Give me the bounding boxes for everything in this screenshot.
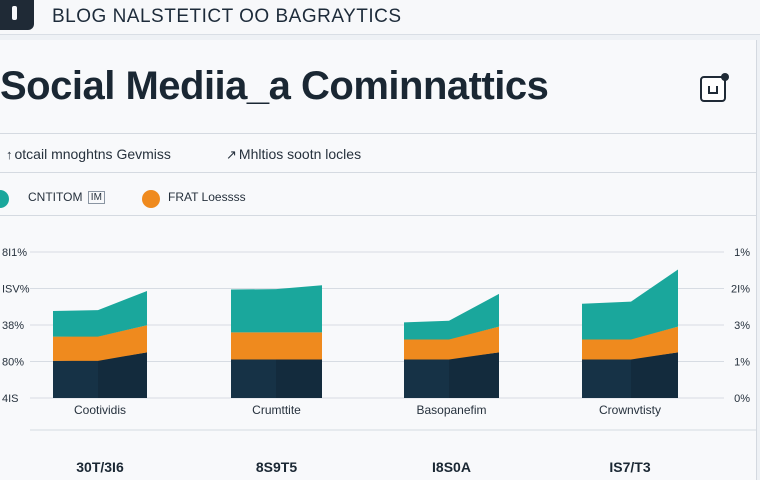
divider (0, 133, 756, 134)
bar-segment-teal (582, 269, 678, 340)
legend-swatch-orange (142, 190, 160, 208)
divider (0, 215, 756, 216)
legend-item-series-1[interactable]: CNTITOM IM (28, 190, 105, 204)
y-tick-label: 4IS (2, 393, 19, 405)
bar-segment-navy (404, 352, 499, 398)
total-label: I8S0A (432, 459, 471, 475)
bar-segment-navy (53, 352, 147, 398)
total-label: 8S9T5 (256, 459, 297, 475)
bar-shade (449, 352, 499, 398)
y-tick-label-right: 1% (734, 247, 750, 259)
divider (0, 172, 756, 173)
arrow-up-icon: ↑ (6, 147, 13, 162)
legend-label: CNTITOM (28, 190, 83, 204)
bar-segment-orange (582, 326, 678, 360)
legend-tag: IM (87, 191, 105, 204)
bar-shade (276, 359, 322, 398)
y-tick-label: ISV% (2, 284, 30, 296)
y-tick-label-right: 1% (734, 357, 750, 369)
window-title: BLOG NALSTETICT OO BAGRAYTICS (52, 6, 402, 27)
title-bar: BLOG NALSTETICT OO BAGRAYTICS (0, 0, 760, 35)
subnav-label: Mhltios sootn locles (238, 146, 362, 162)
app-logo-icon[interactable] (0, 0, 34, 30)
bar-shade (98, 352, 147, 398)
bar-segment-navy (582, 352, 678, 398)
dashboard-panel (0, 40, 757, 480)
legend-swatch-teal (0, 190, 9, 208)
bar-segment-orange (53, 325, 147, 361)
bar-segment-orange (231, 332, 322, 360)
subnav-label: otcail mnoghtns Gevmiss (14, 146, 171, 162)
y-tick-label-right: 2I% (731, 284, 750, 296)
chart-icon: ↗ (226, 147, 237, 162)
subnav-item-reach[interactable]: ↗ Mhltios sootn locles (226, 146, 361, 163)
y-tick-label: 8I1% (2, 247, 27, 259)
bar-segment-orange (404, 326, 499, 360)
bar-segment-teal (231, 285, 322, 333)
y-tick-label: 38% (2, 320, 24, 332)
bar-segment-teal (53, 290, 147, 337)
share-icon[interactable] (700, 73, 729, 102)
total-label: IS7/T3 (609, 459, 650, 475)
y-tick-label: 80% (2, 357, 24, 369)
total-label: 30T/3I6 (76, 459, 124, 475)
category-label: Cootividis (74, 403, 126, 417)
category-label: Crumttite (252, 403, 301, 417)
y-tick-label-right: 3% (734, 320, 750, 332)
category-label: Basopanefim (416, 403, 486, 417)
bar-segment-navy (231, 359, 322, 398)
category-label: Crownvtisty (599, 403, 661, 417)
bar-segment-teal (404, 293, 499, 340)
page-title: Social Mediia_a Cominnattics (0, 64, 549, 108)
bar-shade (631, 352, 678, 398)
y-tick-label-right: 0% (734, 393, 750, 405)
legend-item-series-2[interactable]: FRAT Loessss (168, 190, 246, 204)
legend-label: FRAT Loessss (168, 190, 246, 204)
subnav-item-growth[interactable]: ↑ otcail mnoghtns Gevmiss (6, 146, 171, 162)
